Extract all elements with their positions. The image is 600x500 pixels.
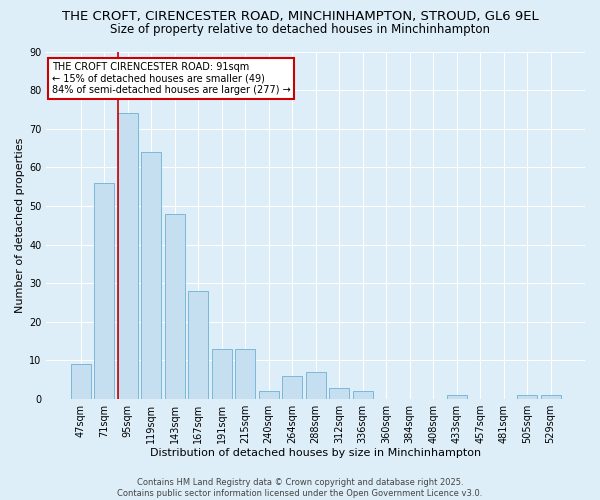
Text: Contains HM Land Registry data © Crown copyright and database right 2025.
Contai: Contains HM Land Registry data © Crown c… <box>118 478 482 498</box>
Bar <box>118 114 138 399</box>
Y-axis label: Number of detached properties: Number of detached properties <box>15 138 25 313</box>
Bar <box>94 183 115 399</box>
Bar <box>259 392 279 399</box>
Bar <box>142 152 161 399</box>
X-axis label: Distribution of detached houses by size in Minchinhampton: Distribution of detached houses by size … <box>150 448 481 458</box>
Bar <box>446 395 467 399</box>
Bar <box>353 392 373 399</box>
Text: Size of property relative to detached houses in Minchinhampton: Size of property relative to detached ho… <box>110 22 490 36</box>
Text: THE CROFT, CIRENCESTER ROAD, MINCHINHAMPTON, STROUD, GL6 9EL: THE CROFT, CIRENCESTER ROAD, MINCHINHAMP… <box>62 10 538 23</box>
Bar <box>235 349 255 399</box>
Bar <box>541 395 560 399</box>
Bar <box>165 214 185 399</box>
Bar <box>188 291 208 399</box>
Bar <box>517 395 537 399</box>
Bar <box>71 364 91 399</box>
Text: THE CROFT CIRENCESTER ROAD: 91sqm
← 15% of detached houses are smaller (49)
84% : THE CROFT CIRENCESTER ROAD: 91sqm ← 15% … <box>52 62 290 95</box>
Bar <box>329 388 349 399</box>
Bar <box>306 372 326 399</box>
Bar <box>212 349 232 399</box>
Bar <box>282 376 302 399</box>
